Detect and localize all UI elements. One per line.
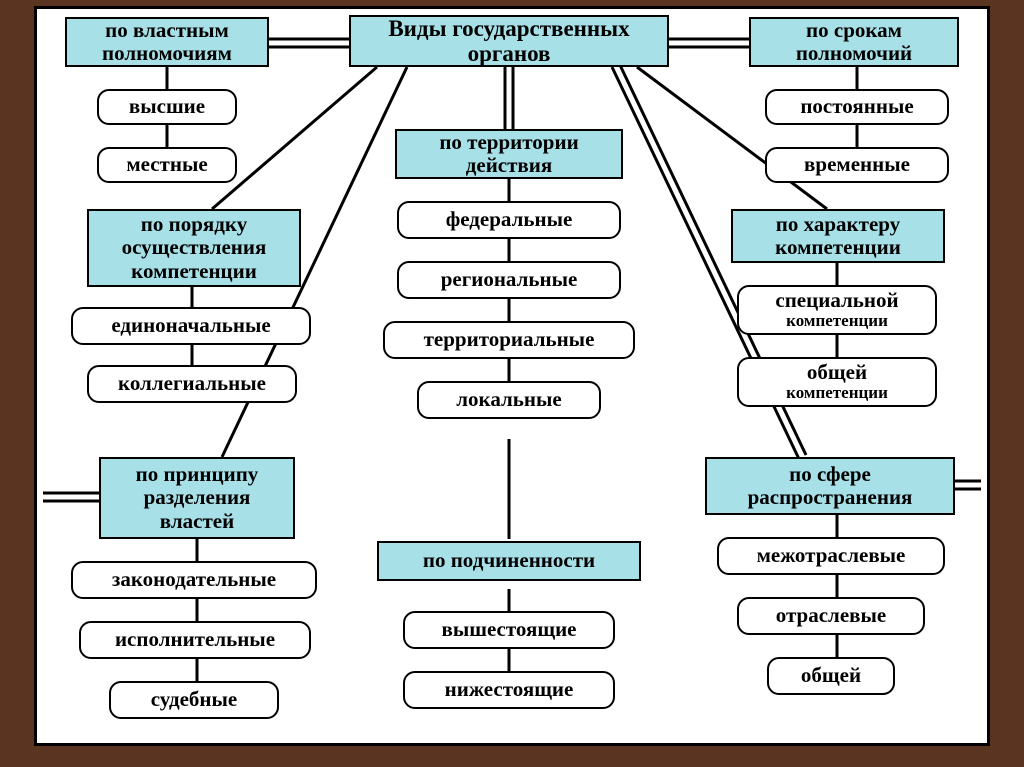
item-label: вышестоящие bbox=[441, 618, 576, 641]
cat-sphere: по сфере распространения bbox=[705, 457, 955, 515]
item-label: временные bbox=[804, 153, 910, 176]
cat-order-label: по порядку осуществления компетенции bbox=[93, 213, 295, 282]
item-label: местные bbox=[126, 153, 207, 176]
item-character-1: общей компетенции bbox=[737, 357, 937, 407]
item-label: специальной bbox=[775, 289, 898, 312]
item-territory-3: локальные bbox=[417, 381, 601, 419]
cat-order: по порядку осуществления компетенции bbox=[87, 209, 301, 287]
cat-authority-label: по властным полномочиям bbox=[71, 19, 263, 65]
item-sphere-0: межотраслевые bbox=[717, 537, 945, 575]
cat-separation: по принципу разделения властей bbox=[99, 457, 295, 539]
item-territory-1: региональные bbox=[397, 261, 621, 299]
item-label: локальные bbox=[456, 388, 561, 411]
item-terms-1: временные bbox=[765, 147, 949, 183]
cat-territory: по территории действия bbox=[395, 129, 623, 179]
diagram-frame: Виды государственных органов по властным… bbox=[34, 6, 990, 746]
item-label: отраслевые bbox=[776, 604, 886, 627]
item-label: высшие bbox=[129, 95, 205, 118]
item-separation-2: судебные bbox=[109, 681, 279, 719]
cat-sphere-label: по сфере распространения bbox=[711, 463, 949, 509]
item-label: исполнительные bbox=[115, 628, 275, 651]
item-character-0: специальной компетенции bbox=[737, 285, 937, 335]
item-label: судебные bbox=[151, 688, 237, 711]
item-separation-0: законодательные bbox=[71, 561, 317, 599]
item-sphere-2: общей bbox=[767, 657, 895, 695]
item-label: федеральные bbox=[446, 208, 573, 231]
cat-separation-label: по принципу разделения властей bbox=[105, 463, 289, 532]
item-label: законодательные bbox=[112, 568, 276, 591]
item-territory-2: территориальные bbox=[383, 321, 635, 359]
item-territory-0: федеральные bbox=[397, 201, 621, 239]
item-order-1: коллегиальные bbox=[87, 365, 297, 403]
cat-subord: по подчиненности bbox=[377, 541, 641, 581]
item-authority-0: высшие bbox=[97, 89, 237, 125]
item-subord-0: вышестоящие bbox=[403, 611, 615, 649]
item-terms-0: постоянные bbox=[765, 89, 949, 125]
cat-subord-label: по подчиненности bbox=[423, 549, 595, 572]
item-sublabel: компетенции bbox=[786, 312, 888, 331]
cat-authority: по властным полномочиям bbox=[65, 17, 269, 67]
item-order-0: единоначальные bbox=[71, 307, 311, 345]
item-label: общей bbox=[801, 664, 861, 687]
cat-character: по характеру компетенции bbox=[731, 209, 945, 263]
item-label: межотраслевые bbox=[757, 544, 906, 567]
item-separation-1: исполнительные bbox=[79, 621, 311, 659]
root-node: Виды государственных органов bbox=[349, 15, 669, 67]
item-label: нижестоящие bbox=[445, 678, 574, 701]
item-label: постоянные bbox=[800, 95, 913, 118]
item-sphere-1: отраслевые bbox=[737, 597, 925, 635]
item-label: единоначальные bbox=[111, 314, 270, 337]
item-label: территориальные bbox=[424, 328, 595, 351]
item-label: коллегиальные bbox=[118, 372, 266, 395]
item-label: общей bbox=[807, 361, 867, 384]
cat-character-label: по характеру компетенции bbox=[737, 213, 939, 259]
item-sublabel: компетенции bbox=[786, 384, 888, 403]
item-label: региональные bbox=[441, 268, 578, 291]
item-authority-1: местные bbox=[97, 147, 237, 183]
root-label: Виды государственных органов bbox=[355, 16, 663, 67]
cat-territory-label: по территории действия bbox=[401, 131, 617, 177]
cat-terms-label: по срокам полномочий bbox=[755, 19, 953, 65]
item-subord-1: нижестоящие bbox=[403, 671, 615, 709]
cat-terms: по срокам полномочий bbox=[749, 17, 959, 67]
